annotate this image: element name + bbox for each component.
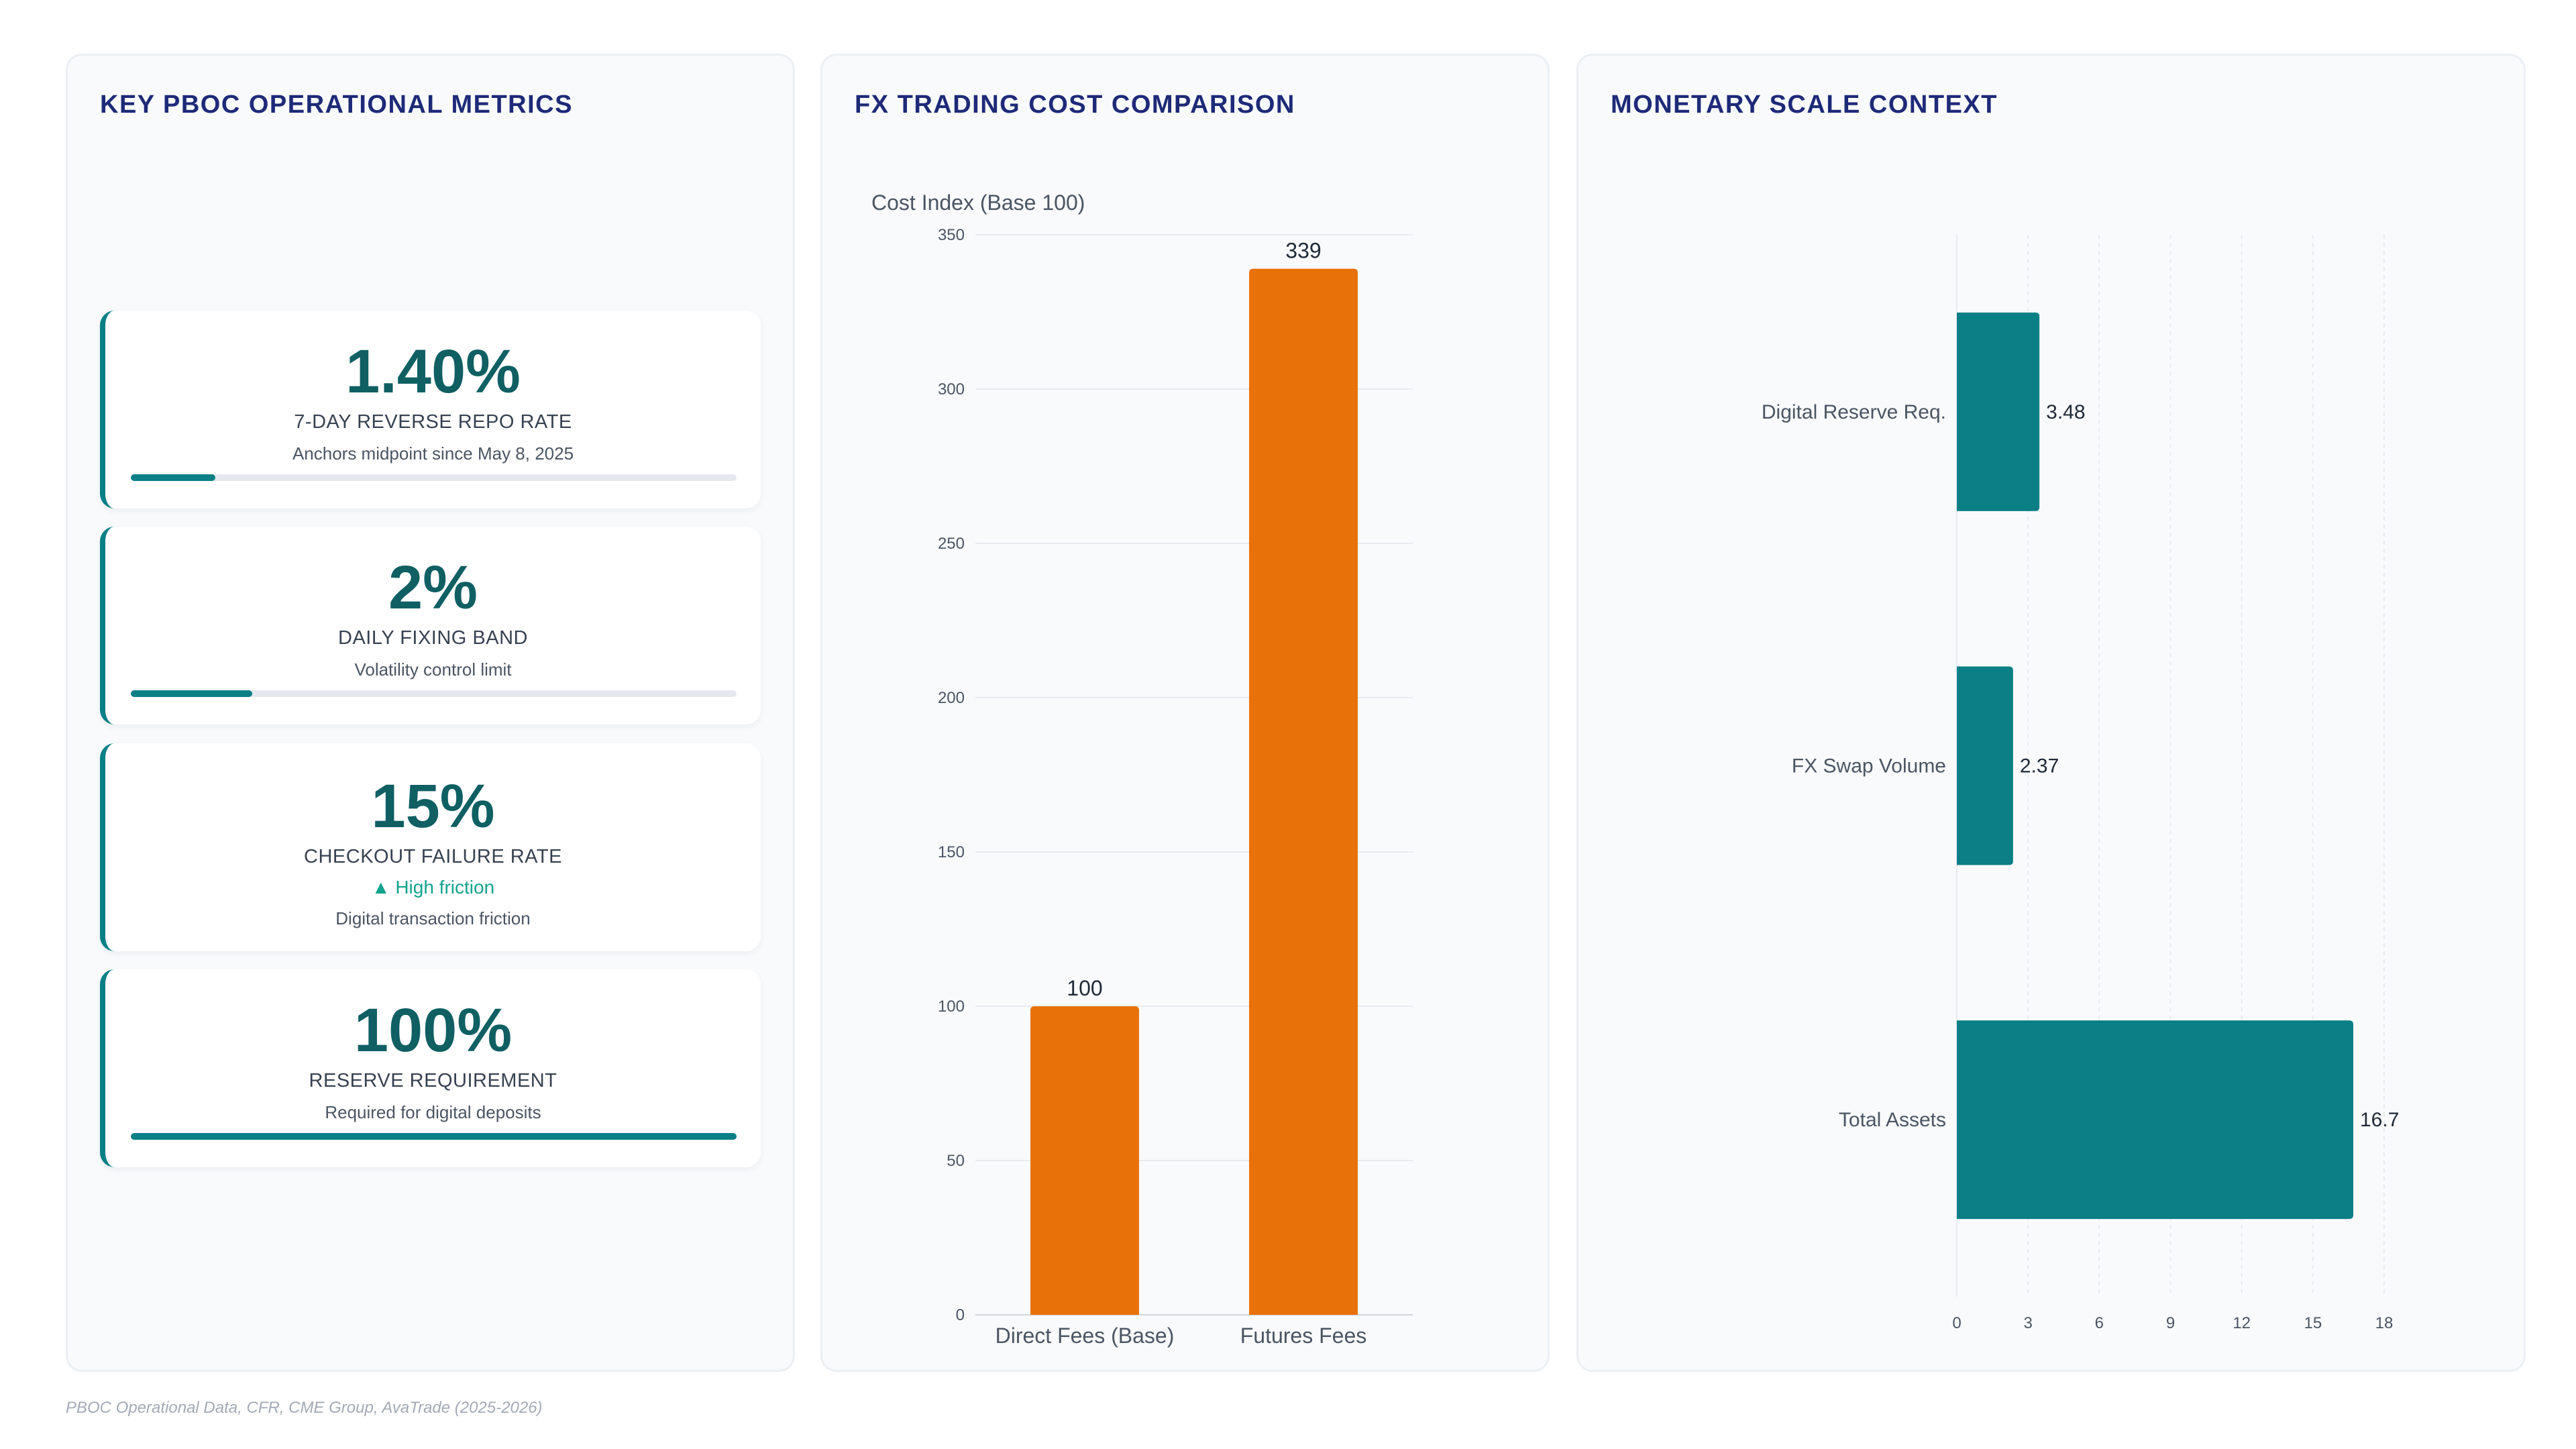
- y-tick-label: 50: [947, 1152, 965, 1170]
- data-label: 3.48: [2046, 401, 2085, 423]
- metric-label: RESERVE REQUIREMENT: [309, 1070, 557, 1091]
- y-axis-title: Cost Index (Base 100): [871, 191, 1085, 215]
- fx-cost-bar-chart: Cost Index (Base 100) 0 50 100 150 200 250 300 3…: [871, 191, 1413, 1348]
- y-tick-label: 100: [938, 998, 965, 1016]
- x-tick-label: 9: [2166, 1314, 2175, 1332]
- x-tick-label: 6: [2095, 1314, 2104, 1332]
- x-tick-label: 15: [2304, 1314, 2322, 1332]
- metric-value: 2%: [388, 553, 478, 622]
- y-tick-label: FX Swap Volume: [1792, 755, 1946, 777]
- bar: [1249, 268, 1358, 1316]
- metric-progress-fill: [131, 1133, 737, 1140]
- y-tick-label: 350: [938, 226, 965, 244]
- y-tick-label: 150: [938, 843, 965, 861]
- bar: [1957, 1020, 2353, 1220]
- metric-subtext: Required for digital deposits: [325, 1102, 541, 1122]
- y-tick-label: 0: [956, 1306, 965, 1324]
- metric-trend-indicator: ▲ High friction: [371, 877, 495, 898]
- y-tick-label: Digital Reserve Req.: [1762, 401, 1946, 423]
- metric-progress-fill: [131, 474, 216, 481]
- metric-progress-track: [131, 474, 737, 481]
- metrics-panel: KEY PBOC OPERATIONAL METRICS 1.40% 7-DAY…: [66, 54, 795, 1372]
- data-label: 339: [1285, 239, 1321, 263]
- monetary-scale-bar-chart: 0 3 6 9 12 15 18 3.48 Digital Reserve Req. 2.37 FX…: [1762, 235, 2399, 1332]
- y-tick-label: 200: [938, 689, 965, 707]
- fx-cost-panel: FX TRADING COST COMPARISON Cost Index (B…: [820, 54, 1550, 1372]
- source-footnote: PBOC Operational Data, CFR, CME Group, A…: [66, 1399, 543, 1417]
- metric-value: 1.40%: [345, 337, 521, 406]
- x-tick-label: 18: [2375, 1314, 2394, 1332]
- bar: [1030, 1006, 1139, 1315]
- metric-subtext: Volatility control limit: [354, 659, 512, 680]
- metric-label: CHECKOUT FAILURE RATE: [304, 846, 562, 867]
- bar: [1957, 666, 2013, 865]
- monetary-scale-panel: MONETARY SCALE CONTEXT 0 3 6 9 12 15 18 3.48 Dig…: [1576, 54, 2526, 1372]
- metric-subtext: Anchors midpoint since May 8, 2025: [292, 443, 574, 464]
- metric-subtext: Digital transaction friction: [335, 908, 531, 928]
- metric-card-checkout-failure: 15% CHECKOUT FAILURE RATE ▲ High frictio…: [100, 743, 761, 951]
- y-tick-label: Total Assets: [1839, 1109, 1946, 1131]
- bar: [1957, 312, 2040, 511]
- metric-value: 15%: [371, 772, 495, 841]
- metric-progress-track: [131, 690, 737, 697]
- data-label: 2.37: [2020, 755, 2059, 777]
- metric-card-reserve-requirement: 100% RESERVE REQUIREMENT Required for di…: [100, 969, 761, 1167]
- metric-progress-track: [131, 1133, 737, 1140]
- metric-card-fixing-band: 2% DAILY FIXING BAND Volatility control …: [100, 527, 761, 724]
- x-tick-label: 3: [2023, 1314, 2032, 1332]
- metric-label: DAILY FIXING BAND: [338, 627, 528, 649]
- metric-value: 100%: [354, 996, 513, 1065]
- y-tick-label: 250: [938, 535, 965, 553]
- data-label: 100: [1067, 976, 1102, 1000]
- metrics-panel-title: KEY PBOC OPERATIONAL METRICS: [100, 91, 573, 119]
- scale-panel-title: MONETARY SCALE CONTEXT: [1611, 91, 1998, 119]
- x-tick-label: Direct Fees (Base): [996, 1324, 1175, 1348]
- x-tick-label: Futures Fees: [1240, 1324, 1367, 1348]
- data-label: 16.7: [2360, 1109, 2399, 1131]
- metric-progress-fill: [131, 690, 252, 697]
- y-tick-label: 300: [938, 380, 965, 398]
- metric-label: 7-DAY REVERSE REPO RATE: [294, 411, 572, 433]
- metric-card-repo-rate: 1.40% 7-DAY REVERSE REPO RATE Anchors mi…: [100, 311, 761, 508]
- x-tick-label: 0: [1952, 1314, 1961, 1332]
- x-tick-label: 12: [2233, 1314, 2251, 1332]
- fx-panel-title: FX TRADING COST COMPARISON: [855, 91, 1295, 119]
